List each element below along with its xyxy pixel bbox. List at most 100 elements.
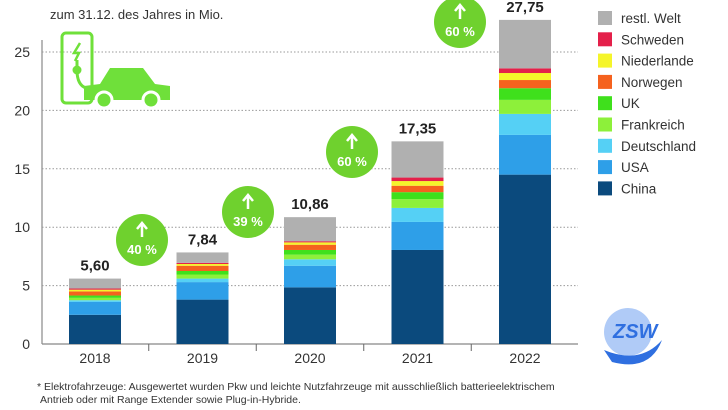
arrow-up-icon [136,221,148,237]
total-label: 27,75 [506,0,544,16]
growth-bubble: 40 % [116,214,168,266]
bar-segment-china-2019 [176,299,229,344]
legend-label: UK [621,96,640,111]
x-tick-label: 2021 [402,350,433,366]
bar-segment-frankreich-2021 [391,199,444,208]
bar-segment-restl-welt-2018 [69,278,121,289]
bar-segment-norwegen-2022 [499,80,551,89]
bar-segment-china-2018 [69,314,121,344]
growth-label: 60 % [337,154,367,169]
bar-segment-usa-2019 [176,282,229,300]
bar-segment-china-2021 [391,249,444,344]
bar-segment-uk-2019 [176,271,229,275]
legend-swatch [598,160,612,175]
bar-segment-deutschland-2021 [391,207,444,222]
legend-swatch [598,74,612,89]
bar-segment-niederlande-2022 [499,73,551,81]
legend-swatch [598,53,612,68]
bar-segment-deutschland-2020 [284,259,336,266]
bar-segment-usa-2021 [391,221,444,250]
bubble-circle [222,186,274,238]
bubble-circle [326,126,378,178]
total-labels: 5,60 7,84 10,86 17,35 27,75 [80,0,543,275]
bar-segment-niederlande-2019 [176,263,229,266]
growth-label: 60 % [445,24,475,39]
bar-segment-deutschland-2018 [69,300,121,302]
bar-segment-frankreich-2019 [176,274,229,279]
x-tick-label: 2020 [294,350,325,366]
footnote: * Elektrofahrzeuge: Ausgewertet wurden P… [37,381,555,407]
ev-charging-icon [60,31,170,110]
y-axis-ticks: 0 5 10 15 20 25 [14,44,30,352]
y-tick-label: 5 [22,278,30,294]
legend: restl. Welt Schweden Niederlande Norwegen UK… [598,11,696,196]
bar-segment-schweden-2021 [391,177,444,182]
bar-segment-schweden-2018 [69,288,121,290]
bar-segment-niederlande-2020 [284,242,336,245]
legend-label: restl. Welt [621,11,681,26]
bar-segment-uk-2022 [499,88,551,100]
growth-label: 39 % [233,214,263,229]
legend-swatch [598,96,612,111]
total-label: 7,84 [188,231,218,248]
logo-text: ZSW [612,321,660,343]
growth-bubbles: 40 % 39 % 60 % 60 % [116,0,486,266]
bar-segment-deutschland-2019 [176,278,229,283]
bar-segment-niederlande-2021 [391,181,444,186]
y-tick-label: 20 [14,102,30,118]
arrow-up-icon [242,193,254,209]
legend-label: Frankreich [621,118,685,133]
bubble-circle [116,214,168,266]
bar-segment-frankreich-2018 [69,297,121,301]
bar-segment-frankreich-2022 [499,99,551,114]
x-tick-label: 2018 [79,350,110,366]
bar-segment-schweden-2022 [499,68,551,74]
bar-segment-schweden-2020 [284,241,336,243]
bubble-circle [434,0,486,48]
bar-segment-usa-2022 [499,134,551,175]
chart-subtitle: zum 31.12. des Jahres in Mio. [50,7,223,22]
x-tick-label: 2022 [509,350,540,366]
bar-segment-china-2022 [499,174,551,344]
bar-segment-restl-welt-2021 [391,141,444,178]
y-tick-label: 10 [14,219,30,235]
bar-segment-norwegen-2019 [176,265,229,271]
bars [69,19,551,344]
bar-segment-usa-2018 [69,301,121,315]
total-label: 17,35 [399,120,437,137]
bar-segment-niederlande-2018 [69,289,121,292]
arrow-up-icon [346,133,358,149]
x-tick-label: 2019 [187,350,218,366]
growth-bubble: 60 % [326,126,378,178]
bar-segment-norwegen-2020 [284,244,336,250]
zsw-logo: ZSW [604,308,662,365]
legend-swatch [598,138,612,153]
bar-segment-restl-welt-2020 [284,217,336,242]
growth-label: 40 % [127,242,157,257]
total-label: 10,86 [291,196,329,213]
bar-segment-usa-2020 [284,265,336,288]
bar-segment-norwegen-2018 [69,291,121,296]
y-tick-label: 0 [22,336,30,352]
legend-swatch [598,117,612,132]
bar-segment-restl-welt-2022 [499,19,551,69]
bar-segment-frankreich-2020 [284,254,336,260]
growth-bubble: 39 % [222,186,274,238]
legend-label: Norwegen [621,75,683,90]
legend-label: Niederlande [621,54,694,69]
bar-segment-uk-2021 [391,192,444,200]
bar-segment-restl-welt-2019 [176,252,229,263]
legend-label: Schweden [621,32,684,47]
legend-swatch [598,181,612,196]
growth-bubble: 60 % [434,0,486,48]
bar-segment-schweden-2019 [176,262,229,264]
legend-label: USA [621,160,649,175]
bar-segment-deutschland-2022 [499,113,551,135]
bar-segment-uk-2018 [69,295,121,298]
footnote-line-2: Antrieb oder mit Range Extender sowie Pl… [40,394,301,406]
legend-label: Deutschland [621,139,696,154]
legend-swatch [598,11,612,25]
bar-segment-uk-2020 [284,249,336,255]
bar-segment-china-2020 [284,287,336,344]
